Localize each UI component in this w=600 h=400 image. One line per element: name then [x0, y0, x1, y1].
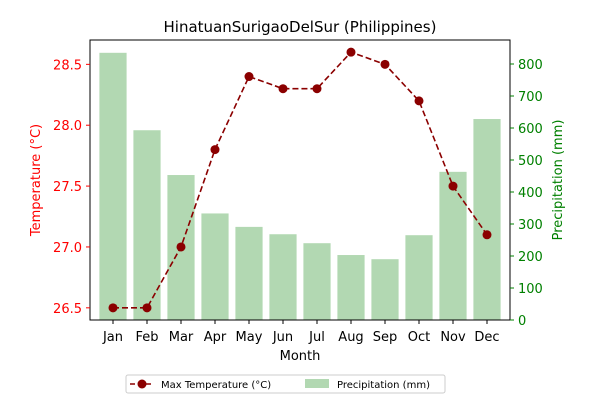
right-y-tick-label: 400: [518, 186, 543, 201]
x-tick-label: Sep: [373, 330, 398, 345]
temperature-point: [176, 242, 186, 252]
temperature-point: [278, 84, 288, 94]
temperature-point: [108, 303, 118, 313]
x-tick-label: Jan: [102, 330, 123, 345]
precipitation-bar: [201, 213, 229, 320]
x-axis-label: Month: [280, 349, 321, 364]
left-y-tick-label: 27.0: [53, 241, 82, 256]
left-y-tick-label: 26.5: [53, 302, 82, 317]
chart-title: HinatuanSurigaoDelSur (Philippines): [164, 18, 437, 36]
temperature-point: [312, 84, 322, 94]
precipitation-bar: [371, 259, 399, 320]
temperature-line: [108, 47, 492, 313]
precipitation-bar: [405, 235, 433, 320]
temperature-point: [482, 230, 492, 240]
precipitation-bar: [235, 226, 263, 320]
temperature-point: [380, 59, 390, 69]
x-tick-label: Jul: [308, 330, 325, 345]
plot-frame: [89, 39, 511, 321]
right-y-tick-label: 700: [518, 90, 543, 105]
right-y-tick-label: 200: [518, 250, 543, 265]
legend-box: [125, 374, 446, 394]
legend-precipitation-swatch: [305, 379, 329, 388]
precipitation-bar: [99, 52, 127, 321]
legend-temperature-marker: [137, 379, 147, 389]
right-y-tick-label: 300: [518, 218, 543, 233]
temperature-point: [448, 181, 458, 191]
precipitation-bar: [439, 171, 467, 320]
x-tick-label: Oct: [408, 330, 430, 345]
axes: Jan Feb Mar Apr May Jun Jul Aug Sep Oct Nov Dec 26.5…: [53, 39, 543, 345]
right-y-tick-label: 500: [518, 154, 543, 169]
precipitation-bar: [303, 243, 331, 320]
precipitation-bars: [99, 52, 501, 321]
temperature-point: [142, 303, 152, 313]
x-tick-label: Feb: [135, 330, 158, 345]
legend-precipitation-label: Precipitation (mm): [337, 380, 430, 391]
x-tick-label: Apr: [204, 330, 227, 345]
x-tick-label: Aug: [338, 330, 363, 345]
right-y-tick-label: 0: [518, 314, 526, 329]
temperature-point: [414, 96, 424, 106]
precipitation-bar: [337, 255, 365, 320]
x-tick-label: Nov: [440, 330, 466, 345]
left-y-tick-label: 27.5: [53, 180, 82, 195]
precipitation-bar: [269, 234, 297, 320]
temperature-point: [210, 145, 220, 155]
left-y-tick-label: 28.0: [53, 119, 82, 134]
left-axis-label: Temperature (°C): [29, 124, 44, 237]
right-y-tick-label: 600: [518, 122, 543, 137]
precipitation-bar: [473, 119, 501, 320]
legend: Max Temperature (°C) Precipitation (mm): [125, 374, 446, 394]
right-y-tick-label: 100: [518, 282, 543, 297]
temperature-series-line: [113, 51, 488, 309]
x-tick-label: Mar: [169, 330, 194, 345]
left-y-tick-label: 28.5: [53, 58, 82, 73]
x-tick-label: Jun: [272, 330, 293, 345]
right-axis-label: Precipitation (mm): [551, 120, 566, 241]
temperature-point: [244, 72, 254, 82]
precipitation-bar: [133, 130, 161, 320]
x-tick-label: Dec: [474, 330, 499, 345]
temperature-point: [346, 47, 356, 57]
right-y-tick-label: 800: [518, 58, 543, 73]
x-tick-label: May: [236, 330, 263, 345]
legend-temperature-label: Max Temperature (°C): [161, 380, 271, 391]
